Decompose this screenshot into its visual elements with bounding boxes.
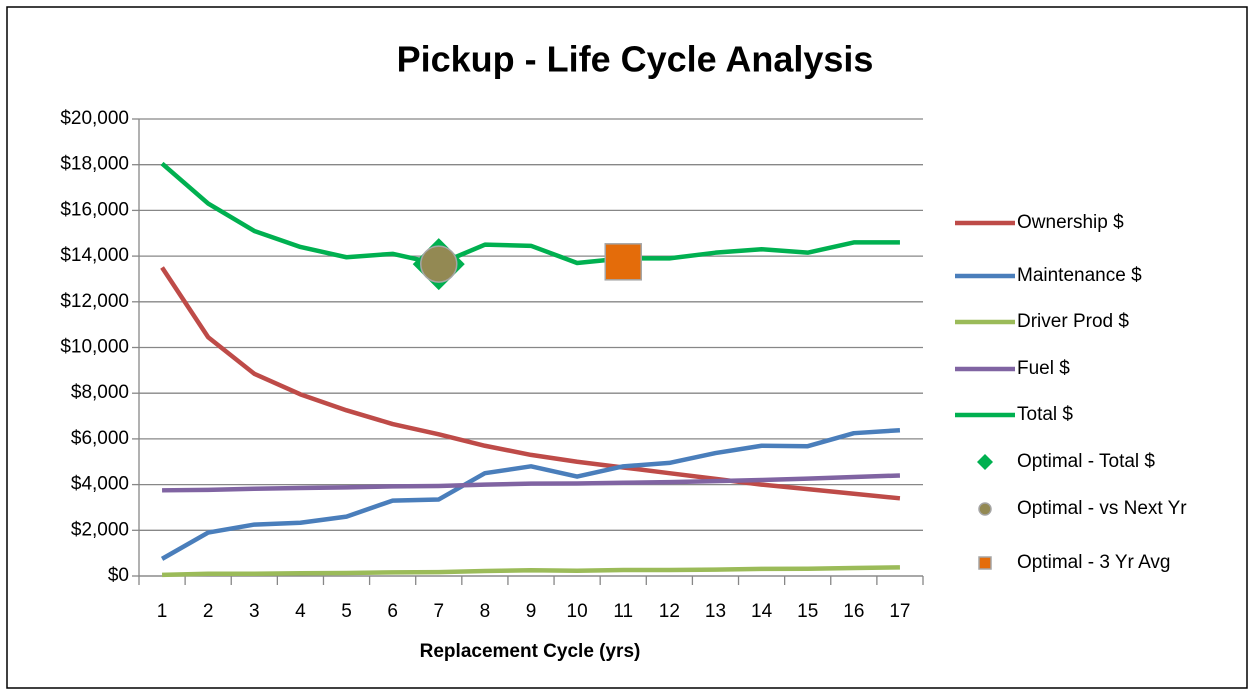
y-tick-label: $18,000 <box>60 154 129 175</box>
series-line <box>160 266 901 501</box>
x-axis-label: Replacement Cycle (yrs) <box>420 641 641 662</box>
legend-label: Total $ <box>1017 404 1073 425</box>
y-tick-label: $10,000 <box>60 337 129 358</box>
x-tick-label: 15 <box>797 601 818 622</box>
series-line <box>162 473 901 493</box>
legend-label: Optimal - vs Next Yr <box>1017 498 1187 519</box>
x-tick-label: 9 <box>526 601 537 622</box>
x-tick-label: 12 <box>659 601 680 622</box>
x-tick-label: 13 <box>705 601 726 622</box>
legend-swatch <box>978 556 992 570</box>
x-tick-label: 14 <box>751 601 773 622</box>
legend-swatch <box>977 454 993 470</box>
x-tick-label: 16 <box>843 601 864 622</box>
y-tick-label: $4,000 <box>71 474 129 495</box>
legend-label: Fuel $ <box>1017 358 1070 379</box>
legend-label: Ownership $ <box>1017 212 1124 233</box>
y-tick-label: $6,000 <box>71 428 129 449</box>
x-tick-label: 7 <box>433 601 444 622</box>
y-tick-label: $16,000 <box>60 199 129 220</box>
x-tick-label: 8 <box>480 601 491 622</box>
y-tick-label: $20,000 <box>60 108 129 129</box>
x-tick-label: 4 <box>295 601 306 622</box>
series-line <box>162 565 900 578</box>
x-tick-label: 11 <box>613 601 633 622</box>
chart-title: Pickup - Life Cycle Analysis <box>397 39 874 80</box>
x-tick-label: 1 <box>157 601 168 622</box>
y-tick-label: $2,000 <box>71 519 129 540</box>
series-line <box>160 161 900 267</box>
y-tick-label: $8,000 <box>71 382 129 403</box>
y-tick-label: $14,000 <box>60 245 129 266</box>
x-tick-label: 6 <box>387 601 398 622</box>
legend-label: Maintenance $ <box>1017 265 1142 286</box>
optimal-marker <box>604 243 642 281</box>
legend-label: Optimal - Total $ <box>1017 451 1155 472</box>
x-tick-label: 5 <box>341 601 352 622</box>
y-tick-label: $0 <box>108 565 129 586</box>
optimal-marker <box>420 245 458 283</box>
x-tick-label: 2 <box>203 601 214 622</box>
x-tick-label: 10 <box>567 601 588 622</box>
legend-label: Optimal - 3 Yr Avg <box>1017 552 1170 573</box>
y-tick-label: $12,000 <box>60 291 129 312</box>
legend-label: Driver Prod $ <box>1017 311 1129 332</box>
series-line <box>160 427 901 561</box>
x-tick-label: 17 <box>889 601 910 622</box>
x-tick-label: 3 <box>249 601 260 622</box>
legend-swatch <box>978 502 992 516</box>
